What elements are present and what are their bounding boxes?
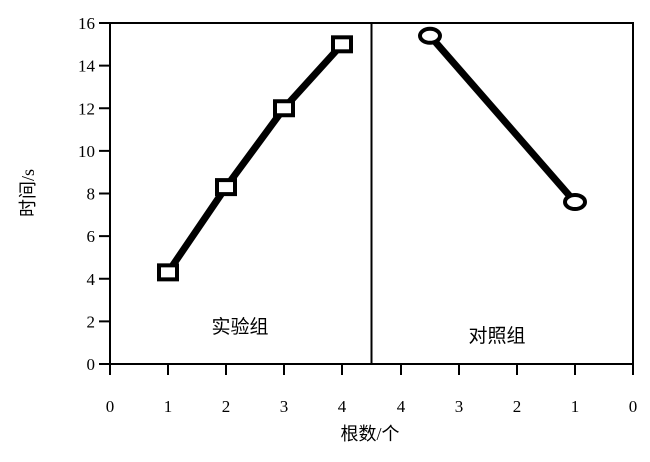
control-point bbox=[418, 26, 442, 45]
x-tick-label: 2 bbox=[513, 397, 522, 416]
x-tick-label: 1 bbox=[571, 397, 580, 416]
y-tick-label: 14 bbox=[78, 57, 96, 76]
x-tick-label: 2 bbox=[222, 397, 231, 416]
experimental-series-line bbox=[165, 41, 345, 275]
x-axis-title: 根数/个 bbox=[340, 424, 399, 444]
x-tick-label: 4 bbox=[397, 397, 406, 416]
y-tick-label: 0 bbox=[87, 355, 96, 374]
x-tick-label: 0 bbox=[106, 397, 115, 416]
x-tick-label: 3 bbox=[280, 397, 289, 416]
x-tick-label: 1 bbox=[164, 397, 173, 416]
experimental-point bbox=[157, 263, 179, 282]
y-tick-label: 6 bbox=[87, 227, 96, 246]
x-tick-label: 3 bbox=[455, 397, 464, 416]
y-tick-label: 8 bbox=[87, 185, 96, 204]
panel-label-experimental: 实验组 bbox=[211, 316, 268, 338]
experimental-point bbox=[331, 35, 353, 54]
y-tick-label: 4 bbox=[87, 270, 96, 289]
y-tick-label: 16 bbox=[78, 14, 95, 33]
x-tick-label: 0 bbox=[629, 397, 638, 416]
experimental-point bbox=[273, 99, 295, 118]
y-tick-label: 12 bbox=[78, 99, 95, 118]
x-tick-label: 4 bbox=[338, 397, 347, 416]
control-point bbox=[563, 193, 587, 212]
y-axis-title: 时间/s bbox=[18, 169, 38, 217]
experimental-point bbox=[215, 178, 237, 197]
y-tick-label: 2 bbox=[87, 312, 96, 331]
panel-label-control: 对照组 bbox=[468, 325, 525, 347]
control-series-line bbox=[427, 33, 578, 205]
y-tick-label: 10 bbox=[78, 142, 95, 161]
